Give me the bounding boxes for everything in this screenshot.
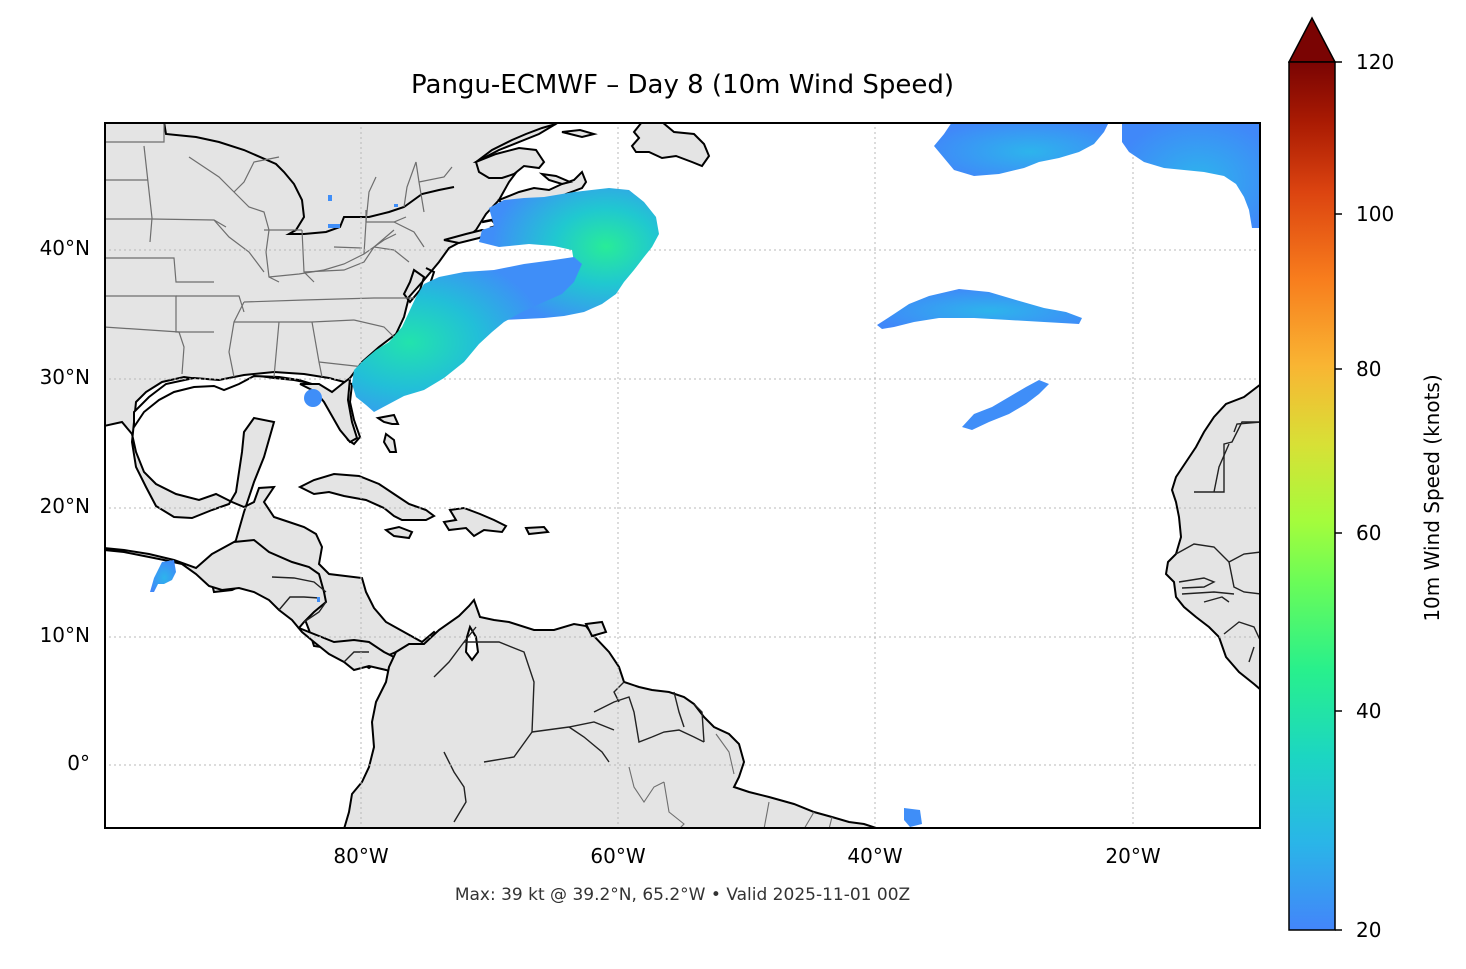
colorbar-tick-100: 100 <box>1356 202 1395 226</box>
africa-borders <box>1175 421 1261 663</box>
land-florida <box>299 375 359 444</box>
colorbar-gradient <box>1288 61 1336 931</box>
country-borders <box>271 576 705 823</box>
land-west-africa <box>1164 382 1261 692</box>
lon-tick-60w: 60°W <box>590 844 646 868</box>
max-value-footer: Max: 39 kt @ 39.2°N, 65.2°W • Valid 2025… <box>454 885 911 905</box>
lat-tick-20n: 20°N <box>39 494 90 518</box>
colorbar-extend-triangle <box>1287 16 1337 63</box>
lon-tick-40w: 40°W <box>847 844 903 868</box>
land-bahamas <box>375 413 400 453</box>
colorbar-tick-40: 40 <box>1356 699 1382 723</box>
land-anticosti <box>561 128 598 139</box>
chart-title: Pangu-ECMWF – Day 8 (10m Wind Speed) <box>411 70 954 100</box>
wind-speck-lake-michigan <box>328 195 332 201</box>
wind-region-north-atlantic-a <box>934 122 1109 176</box>
lon-tick-80w: 80°W <box>333 844 389 868</box>
wind-region-central-atlantic-2 <box>962 380 1049 430</box>
colorbar-tick-80: 80 <box>1356 357 1382 381</box>
chesapeake <box>402 267 436 304</box>
lat-tick-30n: 30°N <box>39 365 90 389</box>
map-border <box>104 122 1261 829</box>
wind-speck-lake-erie <box>328 224 340 228</box>
lon-tick-20w: 20°W <box>1105 844 1161 868</box>
wind-region-tehuantepec <box>150 560 176 592</box>
wind-region-north-atlantic-b <box>1122 122 1261 228</box>
canada-coast <box>475 123 557 163</box>
wind-region-southeast-coast <box>352 257 582 412</box>
wind-region-brazil <box>904 808 922 827</box>
wind-region-gulf <box>304 389 322 407</box>
lat-tick-0: 0° <box>67 751 90 775</box>
wind-speck-caribbean <box>317 597 320 602</box>
map-plot-area[interactable] <box>104 122 1261 829</box>
lat-tick-10n: 10°N <box>39 623 90 647</box>
land-gaspe <box>474 146 546 179</box>
state-borders <box>104 122 453 378</box>
land-hispaniola <box>442 506 508 538</box>
colorbar-tick-20: 20 <box>1356 918 1382 942</box>
colorbar-tick-60: 60 <box>1356 521 1382 545</box>
land-newfoundland <box>630 122 711 168</box>
colorbar-tick-120: 120 <box>1356 50 1395 74</box>
wind-speck-lake-ontario <box>394 204 398 207</box>
colorbar <box>1287 16 1348 940</box>
wind-shading <box>150 122 1261 827</box>
land-puerto-rico <box>524 525 550 536</box>
land-jamaica <box>383 525 414 540</box>
land-trinidad <box>584 620 608 638</box>
colorbar-label: 10m Wind Speed (knots) <box>1420 374 1444 622</box>
land-pei <box>538 172 574 186</box>
great-lakes-coast <box>163 122 455 235</box>
lat-tick-40n: 40°N <box>39 236 90 260</box>
wind-region-central-atlantic-1 <box>877 289 1082 329</box>
